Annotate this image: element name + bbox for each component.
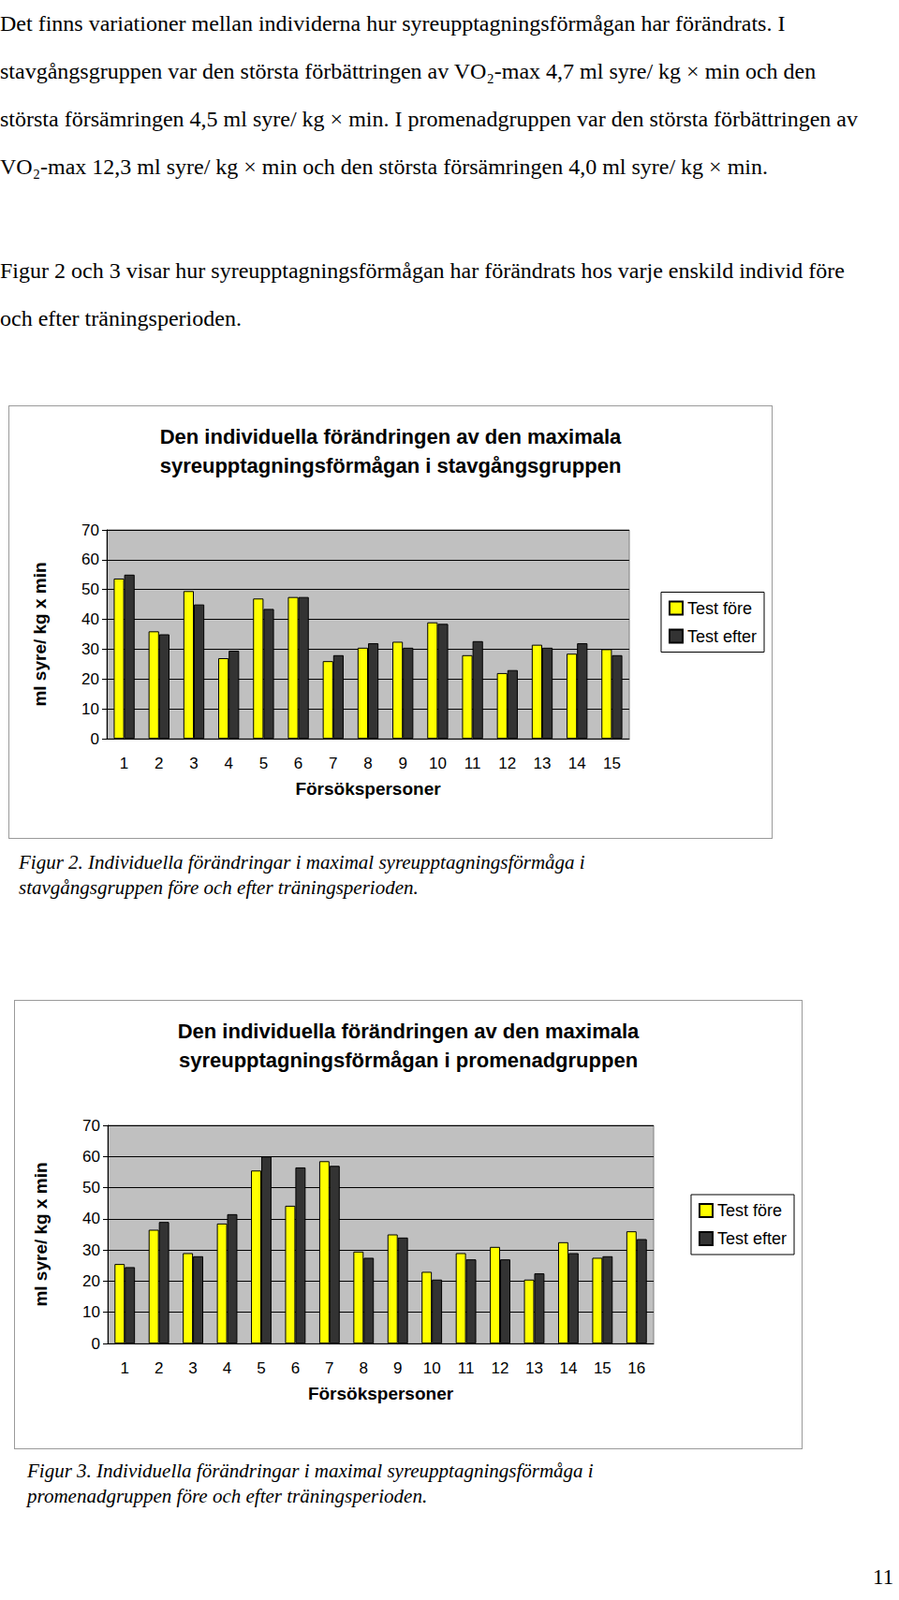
- svg-text:2: 2: [154, 754, 163, 773]
- svg-text:13: 13: [525, 1359, 544, 1378]
- svg-text:60: 60: [81, 550, 100, 569]
- html-text:Figur 2 och 3 visar hur syreup: Figur 2 och 3 visar hur syreupptagningsf…: [0, 258, 845, 331]
- svg-text:Test efter: Test efter: [717, 1229, 787, 1249]
- svg-text:Försökspersoner: Försökspersoner: [308, 1384, 455, 1404]
- svg-text:60: 60: [82, 1148, 101, 1166]
- svg-text:50: 50: [82, 1179, 101, 1197]
- svg-text:40: 40: [81, 610, 100, 629]
- svg-text:14: 14: [568, 754, 587, 773]
- svg-text:0: 0: [90, 730, 100, 749]
- svg-text:20: 20: [81, 670, 100, 689]
- svg-text:1: 1: [119, 754, 129, 773]
- svg-text:9: 9: [397, 754, 407, 773]
- svg-text:5: 5: [259, 754, 268, 773]
- svg-text:10: 10: [428, 754, 447, 773]
- html-text:11: 11: [872, 1565, 894, 1590]
- svg-text:12: 12: [498, 754, 516, 773]
- svg-text:Den individuella förändringen: Den individuella förändringen av den max…: [177, 1019, 640, 1044]
- svg-text:16: 16: [627, 1359, 646, 1378]
- svg-text:30: 30: [82, 1241, 101, 1260]
- svg-text:5: 5: [256, 1359, 266, 1378]
- svg-text:6: 6: [294, 754, 303, 773]
- svg-text:13: 13: [533, 754, 552, 773]
- svg-text:50: 50: [81, 580, 100, 599]
- svg-text:Test före: Test före: [687, 599, 752, 619]
- html-text:Figur 3. Individuella förändri: Figur 3. Individuella förändringar i max…: [27, 1459, 594, 1508]
- svg-text:1: 1: [119, 1359, 129, 1378]
- svg-text:15: 15: [603, 754, 621, 773]
- svg-text:9: 9: [393, 1359, 402, 1378]
- svg-text:2: 2: [154, 1359, 163, 1378]
- svg-text:3: 3: [188, 1359, 197, 1378]
- svg-text:Den individuella förändringen: Den individuella förändringen av den max…: [160, 425, 622, 449]
- svg-text:30: 30: [81, 640, 100, 659]
- svg-text:3: 3: [189, 754, 198, 773]
- svg-text:12: 12: [491, 1359, 510, 1378]
- svg-text:ml syre/ kg x min: ml syre/ kg x min: [30, 1162, 51, 1307]
- svg-text:syreupptagningsförmågan i stav: syreupptagningsförmågan i stavgångsgrupp…: [160, 454, 622, 478]
- svg-text:8: 8: [359, 1359, 369, 1378]
- svg-text:10: 10: [423, 1359, 442, 1378]
- svg-text:4: 4: [222, 1359, 232, 1378]
- svg-text:20: 20: [82, 1272, 101, 1291]
- html-text:Figur 2. Individuella förändri: Figur 2. Individuella förändringar i max…: [18, 851, 586, 899]
- svg-text:15: 15: [593, 1359, 612, 1378]
- svg-text:0: 0: [91, 1335, 101, 1354]
- svg-text:7: 7: [324, 1359, 334, 1378]
- svg-text:8: 8: [363, 754, 372, 773]
- svg-text:11: 11: [464, 754, 482, 773]
- svg-text:11: 11: [457, 1359, 475, 1378]
- svg-text:ml syre/ kg x min: ml syre/ kg x min: [29, 561, 50, 707]
- svg-text:Test före: Test före: [717, 1201, 782, 1221]
- svg-text:Test efter: Test efter: [687, 627, 757, 647]
- svg-text:6: 6: [291, 1359, 300, 1378]
- svg-text:40: 40: [82, 1209, 101, 1228]
- svg-text:syreupptagningsförmågan i prom: syreupptagningsförmågan i promenadgruppe…: [178, 1048, 638, 1073]
- svg-text:4: 4: [223, 754, 233, 773]
- svg-text:7: 7: [328, 754, 338, 773]
- svg-text:70: 70: [82, 1117, 101, 1135]
- svg-text:14: 14: [559, 1359, 577, 1378]
- svg-text:70: 70: [81, 521, 100, 540]
- html-text:Det finns variationer mellan i: Det finns variationer mellan individerna…: [0, 11, 858, 179]
- svg-text:Försökspersoner: Försökspersoner: [294, 779, 442, 799]
- svg-text:10: 10: [82, 1303, 101, 1322]
- svg-text:10: 10: [81, 700, 100, 719]
